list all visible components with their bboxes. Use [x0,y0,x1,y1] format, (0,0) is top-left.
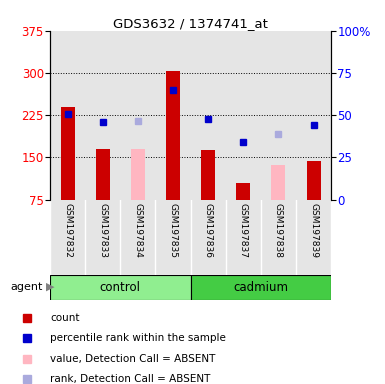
Text: GSM197833: GSM197833 [98,204,107,258]
Bar [50,200,85,275]
Bar [236,183,250,200]
Bar [201,150,215,200]
Bar [261,200,296,275]
Bar [50,275,191,300]
Bar [166,71,180,200]
Text: GSM197837: GSM197837 [239,204,248,258]
Bar [60,107,75,200]
Bar [271,165,285,200]
Text: control: control [100,281,141,293]
Title: GDS3632 / 1374741_at: GDS3632 / 1374741_at [113,17,268,30]
Text: ▶: ▶ [46,282,55,292]
Bar [121,200,156,275]
Text: GSM197836: GSM197836 [204,204,213,258]
Text: GSM197834: GSM197834 [133,204,142,258]
Bar [85,31,120,200]
Bar [156,200,191,275]
Text: value, Detection Call = ABSENT: value, Detection Call = ABSENT [50,354,216,364]
Bar [191,200,226,275]
Bar [296,200,331,275]
Bar [121,31,156,200]
Text: agent: agent [10,282,42,292]
Bar [226,31,261,200]
Text: GSM197832: GSM197832 [63,204,72,258]
Bar [191,31,226,200]
Text: rank, Detection Call = ABSENT: rank, Detection Call = ABSENT [50,374,211,384]
Text: percentile rank within the sample: percentile rank within the sample [50,333,226,343]
Bar [50,31,85,200]
Bar [191,275,331,300]
Text: count: count [50,313,80,323]
Bar [261,31,296,200]
Bar [156,31,191,200]
Bar [306,161,321,200]
Bar [85,200,120,275]
Text: cadmium: cadmium [233,281,288,293]
Text: GSM197838: GSM197838 [274,204,283,258]
Text: GSM197839: GSM197839 [309,204,318,258]
Text: GSM197835: GSM197835 [169,204,177,258]
Bar [131,149,145,200]
Bar [296,31,331,200]
Bar [226,200,261,275]
Bar [96,149,110,200]
